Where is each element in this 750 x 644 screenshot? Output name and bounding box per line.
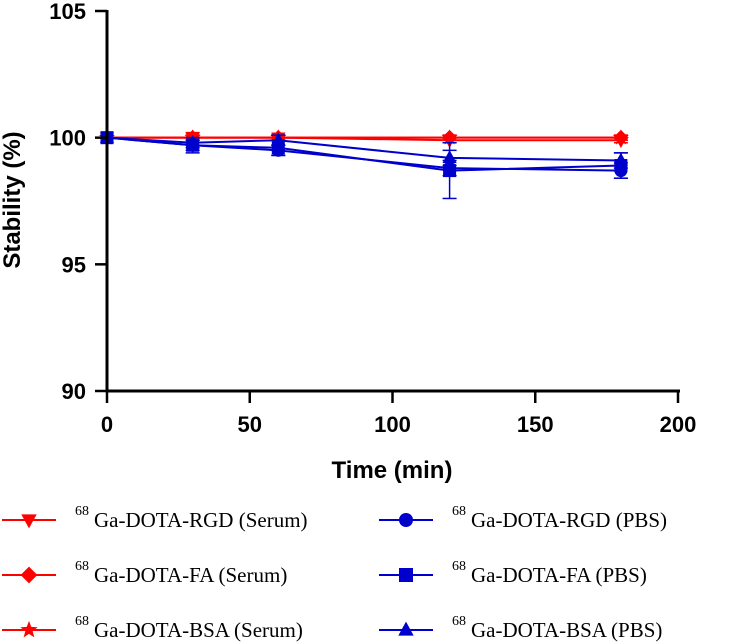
plot-area [98, 129, 629, 200]
legend-label: Ga-DOTA-RGD (Serum) [94, 508, 308, 532]
legend-item: 68 Ga-DOTA-FA (PBS) [379, 559, 647, 587]
legend-item: 68 Ga-DOTA-FA (Serum) [2, 559, 287, 587]
legend-item: 68 Ga-DOTA-RGD (Serum) [2, 504, 308, 532]
legend-marker [20, 566, 38, 584]
legend-label: Ga-DOTA-FA (PBS) [471, 563, 647, 587]
data-point [613, 152, 629, 166]
legend-marker [399, 513, 413, 527]
data-point [443, 164, 457, 178]
legend-marker [20, 620, 38, 638]
legend-isotope: 68 [452, 614, 466, 629]
legend-isotope: 68 [75, 504, 89, 519]
y-tick-label: 95 [62, 252, 86, 277]
legend-item: 68 Ga-DOTA-BSA (Serum) [2, 614, 303, 642]
x-axis-title: Time (min) [332, 457, 453, 484]
legend-isotope: 68 [75, 559, 89, 574]
ticks: 0 50 100 150 200 90 95 100 105 [49, 0, 696, 437]
legend: 68 Ga-DOTA-RGD (Serum) 68 Ga-DOTA-FA (Serum… [2, 504, 667, 642]
x-tick-label: 0 [101, 412, 113, 437]
legend-isotope: 68 [75, 614, 89, 629]
axes [105, 10, 680, 393]
y-tick-label: 90 [62, 379, 86, 404]
x-tick-label: 150 [517, 412, 554, 437]
legend-isotope: 68 [452, 504, 466, 519]
legend-marker [399, 568, 413, 582]
legend-item: 68 Ga-DOTA-BSA (PBS) [379, 614, 662, 642]
data-point [271, 132, 286, 146]
y-tick-label: 105 [49, 0, 86, 24]
series-triangle-up [99, 129, 629, 169]
legend-label: Ga-DOTA-FA (Serum) [94, 563, 287, 587]
data-point [612, 129, 629, 145]
legend-item: 68 Ga-DOTA-RGD (PBS) [379, 504, 667, 532]
legend-marker [21, 514, 37, 529]
x-tick-label: 50 [238, 412, 262, 437]
data-point [441, 129, 458, 145]
y-tick-label: 100 [49, 126, 86, 151]
legend-isotope: 68 [452, 559, 466, 574]
y-axis-title: Stability (%) [0, 131, 26, 268]
data-point [442, 150, 457, 164]
legend-label: Ga-DOTA-BSA (PBS) [471, 618, 662, 642]
data-point [185, 134, 200, 148]
series-triangle-down [99, 131, 629, 148]
legend-marker [398, 621, 414, 636]
legend-label: Ga-DOTA-RGD (PBS) [471, 508, 667, 532]
x-tick-label: 200 [660, 412, 697, 437]
legend-label: Ga-DOTA-BSA (Serum) [94, 618, 303, 642]
x-tick-label: 100 [374, 412, 411, 437]
